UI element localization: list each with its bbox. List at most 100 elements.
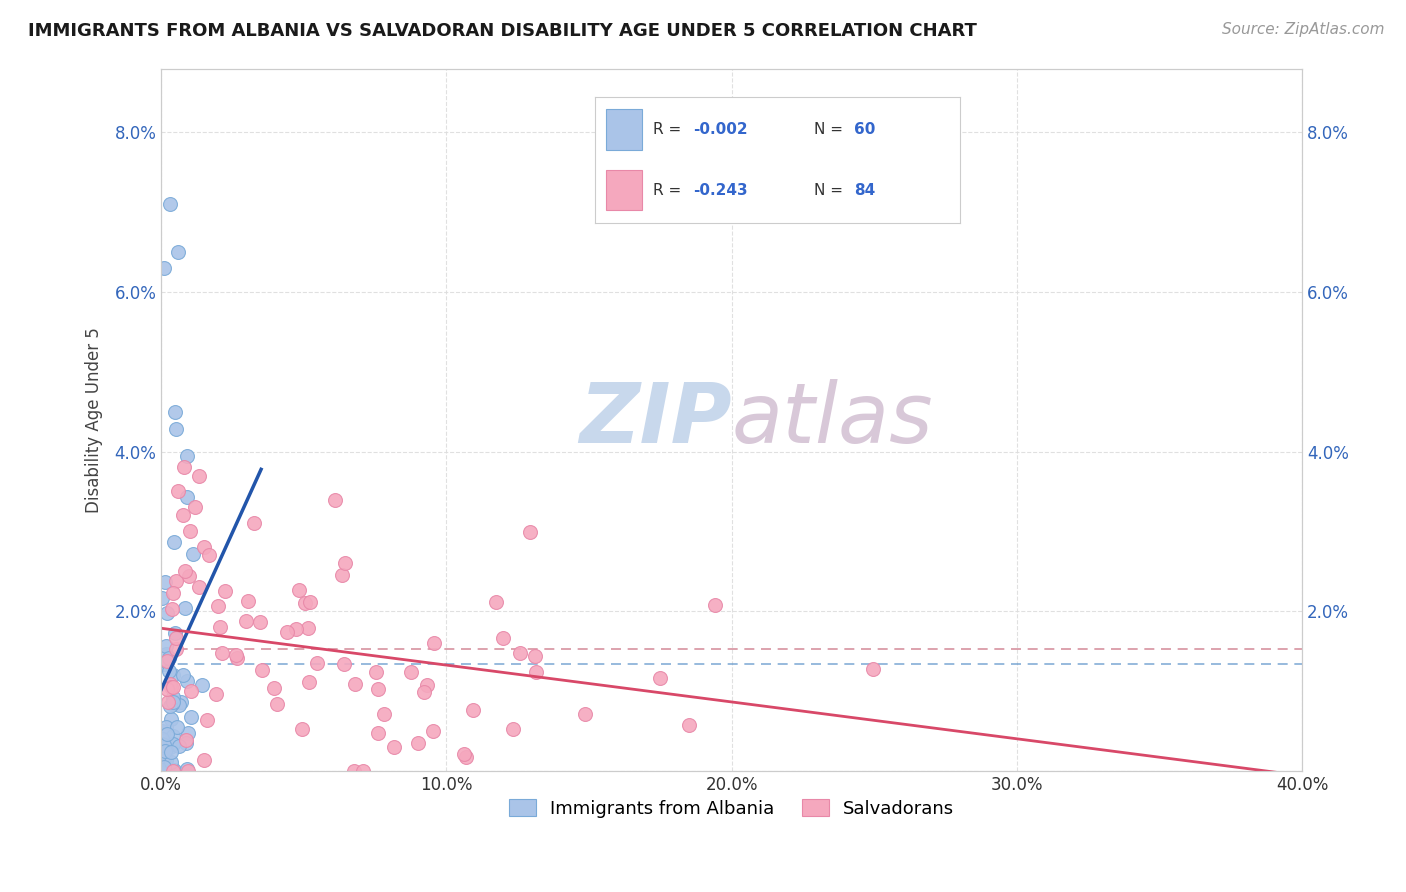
Point — [153, 751, 176, 765]
Point — [162, 737, 184, 751]
Point — [401, 665, 423, 679]
Point — [150, 724, 173, 739]
Text: IMMIGRANTS FROM ALBANIA VS SALVADORAN DISABILITY AGE UNDER 5 CORRELATION CHART: IMMIGRANTS FROM ALBANIA VS SALVADORAN DI… — [28, 22, 977, 40]
Point — [155, 752, 177, 766]
Point — [574, 707, 596, 722]
Point — [294, 596, 316, 610]
Point — [209, 620, 232, 634]
Point — [173, 460, 195, 475]
Point — [172, 508, 194, 522]
Point — [205, 687, 228, 701]
Point — [176, 490, 198, 504]
Point — [156, 681, 179, 696]
Point — [156, 606, 179, 620]
Point — [153, 260, 176, 275]
Point — [150, 738, 173, 752]
Point — [167, 698, 190, 712]
Point — [153, 574, 176, 589]
Point — [406, 736, 429, 750]
Point — [155, 639, 177, 653]
Point — [176, 673, 198, 688]
Point — [648, 671, 671, 685]
Point — [160, 601, 183, 615]
Point — [250, 663, 273, 677]
Point — [162, 680, 184, 694]
Point — [187, 581, 209, 595]
Point — [492, 631, 515, 645]
Point — [266, 697, 288, 711]
Point — [191, 678, 214, 692]
Point — [162, 690, 184, 705]
Point — [152, 760, 174, 774]
Point — [453, 747, 475, 761]
Point — [172, 667, 194, 681]
Point — [152, 732, 174, 747]
Point — [502, 722, 524, 736]
Point — [461, 703, 484, 717]
Point — [162, 586, 184, 600]
Point — [343, 677, 366, 691]
Point — [174, 564, 197, 578]
Point — [160, 681, 183, 695]
Point — [160, 745, 183, 759]
Point — [165, 626, 187, 640]
Point — [165, 574, 187, 589]
Point — [174, 732, 197, 747]
Point — [184, 500, 207, 515]
Point — [193, 541, 215, 555]
Point — [373, 707, 395, 722]
Point — [155, 726, 177, 740]
Point — [153, 738, 176, 752]
Point — [305, 656, 328, 670]
Point — [180, 684, 202, 698]
Point — [485, 595, 508, 609]
Point — [152, 748, 174, 763]
Point — [156, 656, 179, 670]
Point — [423, 636, 446, 650]
Point — [160, 697, 183, 711]
Point — [235, 614, 257, 628]
Point — [236, 594, 259, 608]
Point — [179, 569, 201, 583]
Point — [159, 739, 181, 754]
Point — [454, 750, 477, 764]
Point — [330, 567, 353, 582]
Point — [197, 713, 219, 727]
Point — [207, 599, 229, 613]
Point — [413, 685, 436, 699]
Point — [166, 720, 188, 734]
Point — [323, 492, 346, 507]
Point — [162, 695, 184, 709]
Point — [382, 739, 405, 754]
Text: ZIP: ZIP — [579, 379, 731, 460]
Point — [180, 710, 202, 724]
Point — [160, 755, 183, 769]
Point — [678, 718, 700, 732]
Point — [519, 525, 541, 540]
Point — [422, 723, 444, 738]
Point — [167, 245, 190, 260]
Text: Source: ZipAtlas.com: Source: ZipAtlas.com — [1222, 22, 1385, 37]
Point — [177, 764, 200, 778]
Point — [162, 693, 184, 707]
Point — [162, 668, 184, 682]
Point — [153, 760, 176, 774]
Point — [181, 547, 204, 561]
Point — [176, 726, 198, 740]
Point — [193, 754, 215, 768]
Point — [214, 584, 236, 599]
Point — [169, 739, 191, 753]
Y-axis label: Disability Age Under 5: Disability Age Under 5 — [86, 326, 103, 513]
Point — [150, 731, 173, 746]
Point — [352, 764, 374, 778]
Point — [152, 739, 174, 753]
Point — [225, 648, 247, 662]
Point — [211, 646, 233, 660]
Point — [176, 762, 198, 776]
Point — [157, 651, 180, 665]
Point — [249, 615, 271, 630]
Point — [276, 625, 298, 640]
Point — [509, 647, 531, 661]
Point — [163, 535, 186, 549]
Point — [263, 681, 285, 696]
